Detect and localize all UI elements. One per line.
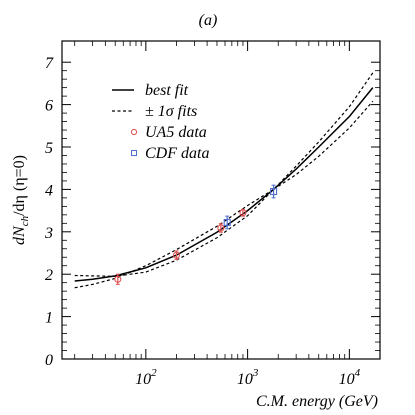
- x-tick-label: 103: [237, 367, 259, 388]
- y-axis-label: dNch/dη (η=0): [11, 155, 31, 245]
- y-axis-label-main: dN: [11, 225, 28, 245]
- y-axis-label-sub: ch: [19, 215, 31, 226]
- fit-curves: [74, 72, 374, 289]
- ua5-point: [114, 275, 122, 283]
- y-tick-label: 3: [44, 225, 53, 242]
- cdf-point: [270, 187, 278, 196]
- best-fit-line: [74, 87, 374, 282]
- x-axis-label: C.M. energy (GeV): [256, 393, 378, 410]
- y-tick-label: 6: [45, 98, 53, 115]
- sigma-fit-line-upper: [74, 72, 374, 289]
- y-tick-label: 1: [45, 310, 53, 327]
- legend-label: ± 1σ fits: [145, 103, 197, 120]
- x-axis: 102 103 104: [74, 41, 381, 388]
- legend-label: best fit: [145, 82, 189, 99]
- ua5-point: [172, 251, 181, 259]
- x-tick-label: 102: [135, 367, 157, 388]
- legend-circle-swatch: [130, 128, 138, 136]
- y-axis-label-tail: /dη (η=0): [11, 155, 28, 216]
- data-points: [114, 184, 278, 285]
- y-tick-label: 2: [45, 267, 53, 284]
- legend-square-swatch: [131, 150, 137, 156]
- y-tick-label: 4: [45, 182, 53, 199]
- y-tick-label: 5: [45, 140, 53, 157]
- y-axis: 0 1 2 3 4 5 6 7: [44, 55, 380, 369]
- x-tick-label: 104: [339, 367, 361, 388]
- y-tick-label: 7: [45, 55, 54, 72]
- sigma-fit-line-lower: [74, 100, 374, 277]
- cdf-point: [223, 218, 231, 227]
- plot-frame: [61, 40, 381, 360]
- legend: best fit ± 1σ fits UA5 data CDF data: [112, 82, 209, 162]
- legend-label: CDF data: [145, 145, 209, 162]
- legend-label: UA5 data: [145, 124, 207, 141]
- ua5-point: [239, 209, 247, 217]
- panel-label: (a): [199, 12, 218, 29]
- y-tick-label: 0: [45, 352, 53, 369]
- ua5-point: [217, 224, 225, 232]
